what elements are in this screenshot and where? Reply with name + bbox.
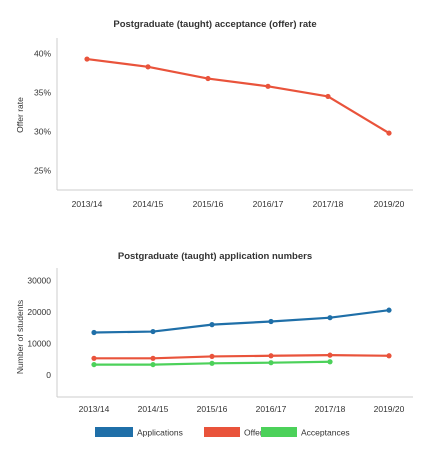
chart-1-x-tick-label: 2016/17	[253, 199, 284, 209]
chart-1-y-tick-label: 30%	[34, 127, 51, 137]
chart-1-y-axis-label: Offer rate	[15, 97, 25, 133]
chart-2-data-point[interactable]	[209, 353, 215, 360]
chart-1-x-tick-label: 2014/15	[133, 199, 164, 209]
chart-2-data-point[interactable]	[327, 352, 333, 358]
legend-label-offers[interactable]: Offers	[244, 428, 267, 438]
chart-2-data-point[interactable]	[386, 353, 392, 359]
chart-2-data-point[interactable]	[150, 355, 156, 361]
chart-2-data-point[interactable]	[91, 329, 97, 336]
chart-1-data-point[interactable]	[386, 130, 392, 136]
chart-2-data-point[interactable]	[386, 307, 392, 313]
chart-1-x-tick-label: 2019/20	[374, 199, 405, 209]
chart-2-data-point[interactable]	[150, 361, 156, 368]
chart-2-data-point[interactable]	[91, 355, 97, 361]
chart-1-data-point[interactable]	[265, 83, 271, 89]
legend-label-applications[interactable]: Applications	[137, 428, 183, 438]
chart-2-data-point[interactable]	[268, 318, 274, 325]
chart-2-x-tick-label: 2015/16	[197, 404, 228, 414]
chart-1-data-point[interactable]	[205, 75, 211, 82]
legend-swatch-offers[interactable]	[204, 427, 240, 437]
chart-1: Postgraduate (taught) acceptance (offer)…	[15, 19, 413, 209]
legend-swatch-acceptances[interactable]	[261, 427, 297, 437]
chart-2-data-point[interactable]	[268, 360, 274, 366]
chart-1-x-tick-label: 2015/16	[193, 199, 224, 209]
chart-2-data-point[interactable]	[150, 328, 156, 335]
chart-2-y-tick-label: 20000	[27, 307, 51, 317]
chart-2-x-tick-label: 2019/20	[374, 404, 405, 414]
chart-2-legend: Applications Offers Acceptances	[95, 427, 350, 438]
chart-2-series-line-applications	[93, 309, 390, 334]
chart-2-data-point[interactable]	[91, 361, 97, 368]
chart-2-x-tick-label: 2017/18	[315, 404, 346, 414]
chart-1-data-point[interactable]	[325, 93, 331, 100]
chart-2-title: Postgraduate (taught) application number…	[118, 251, 312, 262]
chart-2-data-point[interactable]	[327, 315, 333, 321]
chart-1-y-tick-label: 25%	[34, 166, 51, 176]
chart-2-x-tick-label: 2016/17	[256, 404, 287, 414]
legend-label-acceptances[interactable]: Acceptances	[301, 428, 350, 438]
chart-2-y-tick-label: 30000	[27, 276, 51, 286]
chart-2-y-tick-label: 10000	[27, 339, 51, 349]
chart-1-x-tick-label: 2013/14	[72, 199, 103, 209]
chart-2: Postgraduate (taught) application number…	[15, 251, 413, 438]
chart-1-series-line	[86, 57, 390, 135]
legend-swatch-applications[interactable]	[95, 427, 133, 437]
chart-1-x-tick-label: 2017/18	[313, 199, 344, 209]
chart-2-y-axis-label: Number of students	[15, 300, 25, 374]
chart-2-data-point[interactable]	[209, 322, 215, 328]
chart-1-data-point[interactable]	[84, 56, 90, 62]
chart-2-data-point[interactable]	[268, 353, 274, 359]
chart-2-x-tick-label: 2014/15	[138, 404, 169, 414]
chart-2-data-point[interactable]	[209, 360, 215, 366]
chart-1-y-tick-label: 40%	[34, 49, 51, 59]
chart-1-y-tick-label: 35%	[34, 88, 51, 98]
chart-1-title: Postgraduate (taught) acceptance (offer)…	[113, 19, 316, 30]
chart-2-data-point[interactable]	[327, 359, 333, 365]
chart-2-y-tick-label: 0	[46, 370, 51, 380]
chart-1-data-point[interactable]	[145, 64, 151, 70]
chart-2-series-line-offers	[94, 354, 390, 360]
chart-2-x-tick-label: 2013/14	[79, 404, 110, 414]
